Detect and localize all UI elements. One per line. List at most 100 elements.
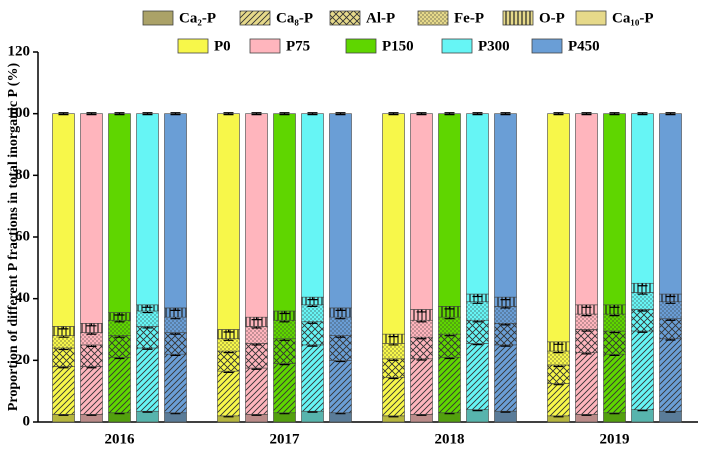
bar-segment <box>466 113 489 295</box>
segment-pattern <box>164 317 187 333</box>
segment-pattern <box>108 312 131 321</box>
segment-pattern <box>164 332 187 355</box>
segment-pattern <box>575 414 598 422</box>
legend-label: Ca₂-P <box>179 10 216 26</box>
error-bar <box>444 112 455 116</box>
error-bar <box>114 112 125 116</box>
segment-pattern <box>329 307 352 318</box>
segment-pattern <box>659 411 682 422</box>
legend-label: P450 <box>568 38 600 54</box>
legend-swatch <box>177 38 209 54</box>
legend-label: P150 <box>382 38 414 54</box>
segment-pattern <box>631 331 654 410</box>
y-tick-label: 60 <box>15 228 30 244</box>
segment-pattern <box>659 294 682 302</box>
segment-pattern <box>245 326 268 344</box>
error-bar <box>581 112 592 116</box>
segment-pattern <box>217 329 240 339</box>
legend-label: Al-P <box>366 10 395 26</box>
error-bar <box>58 112 69 116</box>
error-bar <box>388 112 399 116</box>
segment-pattern <box>382 334 405 344</box>
legend-pattern <box>330 11 360 25</box>
segment-pattern <box>410 309 433 321</box>
segment-pattern <box>164 354 187 413</box>
segment-pattern <box>494 344 517 412</box>
segment-pattern <box>273 311 296 321</box>
segment-pattern <box>603 314 626 332</box>
segment-pattern <box>217 371 240 416</box>
legend-label: Ca₈-P <box>276 10 313 26</box>
segment-pattern <box>410 320 433 338</box>
segment-pattern <box>382 377 405 416</box>
segment-pattern <box>575 329 598 353</box>
segment-pattern <box>301 411 324 422</box>
bar-segment <box>329 113 352 309</box>
error-bar <box>416 112 427 116</box>
segment-pattern <box>329 335 352 361</box>
legend-label: O-P <box>539 10 565 26</box>
segment-pattern <box>301 321 324 345</box>
bar-segment <box>136 113 159 306</box>
bar-segment <box>80 113 103 324</box>
bar-segment <box>164 113 187 309</box>
segment-pattern <box>273 412 296 422</box>
segment-pattern <box>217 351 240 372</box>
legend-label: Ca₁₀-P <box>612 10 653 26</box>
error-bar <box>609 112 620 116</box>
y-tick-label: 0 <box>23 413 31 429</box>
segment-pattern <box>603 412 626 422</box>
segment-pattern <box>52 326 75 336</box>
x-tick-label: 2016 <box>105 431 136 447</box>
segment-pattern <box>438 412 461 422</box>
error-bar <box>553 112 564 116</box>
segment-pattern <box>80 366 103 415</box>
segment-pattern <box>273 320 296 339</box>
segment-pattern <box>575 314 598 330</box>
segment-pattern <box>466 409 489 422</box>
legend-swatch <box>345 38 377 54</box>
segment-pattern <box>52 414 75 422</box>
bar-segment <box>382 113 405 335</box>
segment-pattern <box>547 341 570 352</box>
error-bar <box>665 112 676 116</box>
error-bar <box>142 112 153 116</box>
x-tick-label: 2017 <box>270 431 301 447</box>
segment-pattern <box>136 326 159 348</box>
segment-pattern <box>273 363 296 413</box>
segment-pattern <box>108 320 131 336</box>
error-bar <box>86 112 97 116</box>
legend-label: Fe-P <box>454 10 484 26</box>
segment-pattern <box>466 320 489 344</box>
error-bar <box>251 112 262 116</box>
bar-segment <box>245 113 268 318</box>
x-tick-label: 2019 <box>600 431 630 447</box>
segment-pattern <box>52 366 75 415</box>
segment-pattern <box>329 412 352 422</box>
segment-pattern <box>603 304 626 315</box>
segment-pattern <box>382 415 405 422</box>
x-tick-label: 2018 <box>435 431 465 447</box>
segment-pattern <box>245 317 268 327</box>
error-bar <box>279 112 290 116</box>
segment-pattern <box>438 334 461 358</box>
y-tick-label: 100 <box>8 105 31 121</box>
segment-pattern <box>466 301 489 321</box>
segment-pattern <box>659 318 682 339</box>
y-tick-label: 20 <box>15 352 30 368</box>
legend-label: P75 <box>286 38 310 54</box>
segment-pattern <box>631 309 654 332</box>
segment-pattern <box>438 317 461 335</box>
bar-segment <box>108 113 131 313</box>
bar-segment <box>575 113 598 306</box>
legend-pattern <box>418 11 448 25</box>
segment-pattern <box>80 323 103 333</box>
segment-pattern <box>382 358 405 378</box>
segment-pattern <box>301 344 324 412</box>
segment-pattern <box>245 414 268 422</box>
segment-pattern <box>273 338 296 364</box>
segment-pattern <box>136 411 159 422</box>
bar-segment <box>494 113 517 298</box>
bar-segment <box>631 113 654 284</box>
segment-pattern <box>136 311 159 327</box>
